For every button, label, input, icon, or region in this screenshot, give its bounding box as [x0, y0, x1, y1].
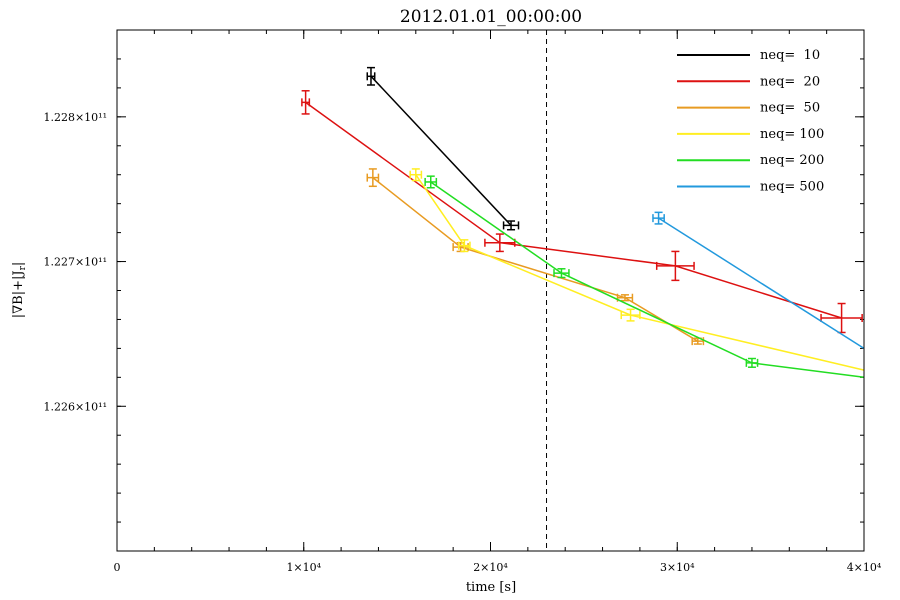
y-axis-label: |∇B|+|Jr|: [11, 262, 28, 319]
legend-label: neq= 500: [760, 180, 824, 195]
chart-title: 2012.01.01_00:00:00: [400, 7, 582, 27]
legend-label: neq= 10: [760, 48, 820, 63]
x-tick-label: 3×10⁴: [660, 561, 695, 574]
legend-label: neq= 50: [760, 101, 820, 116]
axes-ticks: 0 1×10⁴ 2×10⁴ 3×10⁴ 4×10⁴ 1.226×10¹¹ 1.227×10¹…: [43, 29, 882, 574]
series-4: [424, 175, 865, 379]
x-axis-label: time [s]: [466, 580, 516, 595]
series-line: [430, 181, 865, 379]
series-5: [652, 211, 865, 350]
x-tick-label: 2×10⁴: [473, 561, 508, 574]
series-2: [366, 168, 705, 346]
series-0: [366, 66, 520, 231]
series-line: [658, 217, 865, 350]
series-1: [301, 90, 863, 334]
plot-frame: [116, 29, 865, 552]
x-tick-label: 1×10⁴: [286, 561, 321, 574]
y-axis-label-sub: r: [18, 265, 28, 270]
series-3: [409, 168, 865, 371]
y-axis-label-suffix: |: [11, 262, 26, 266]
y-tick-label: 1.228×10¹¹: [43, 111, 107, 124]
x-tick-label: 4×10⁴: [847, 561, 882, 574]
series-line: [372, 177, 699, 342]
y-axis-label-main: |∇B|+|J: [11, 270, 26, 318]
legend-label: neq= 20: [760, 74, 820, 89]
series-layer: [301, 66, 865, 379]
legend-label: neq= 200: [760, 153, 824, 168]
series-line: [370, 75, 512, 226]
y-tick-label: 1.226×10¹¹: [43, 400, 107, 413]
series-line: [305, 101, 842, 319]
series-line: [415, 174, 865, 371]
legend: neq= 10 neq= 20 neq= 50 neq= 100 neq= 200 neq…: [677, 48, 824, 195]
legend-label: neq= 100: [760, 127, 824, 142]
x-tick-label: 0: [114, 561, 121, 574]
y-tick-label: 1.227×10¹¹: [43, 256, 107, 269]
